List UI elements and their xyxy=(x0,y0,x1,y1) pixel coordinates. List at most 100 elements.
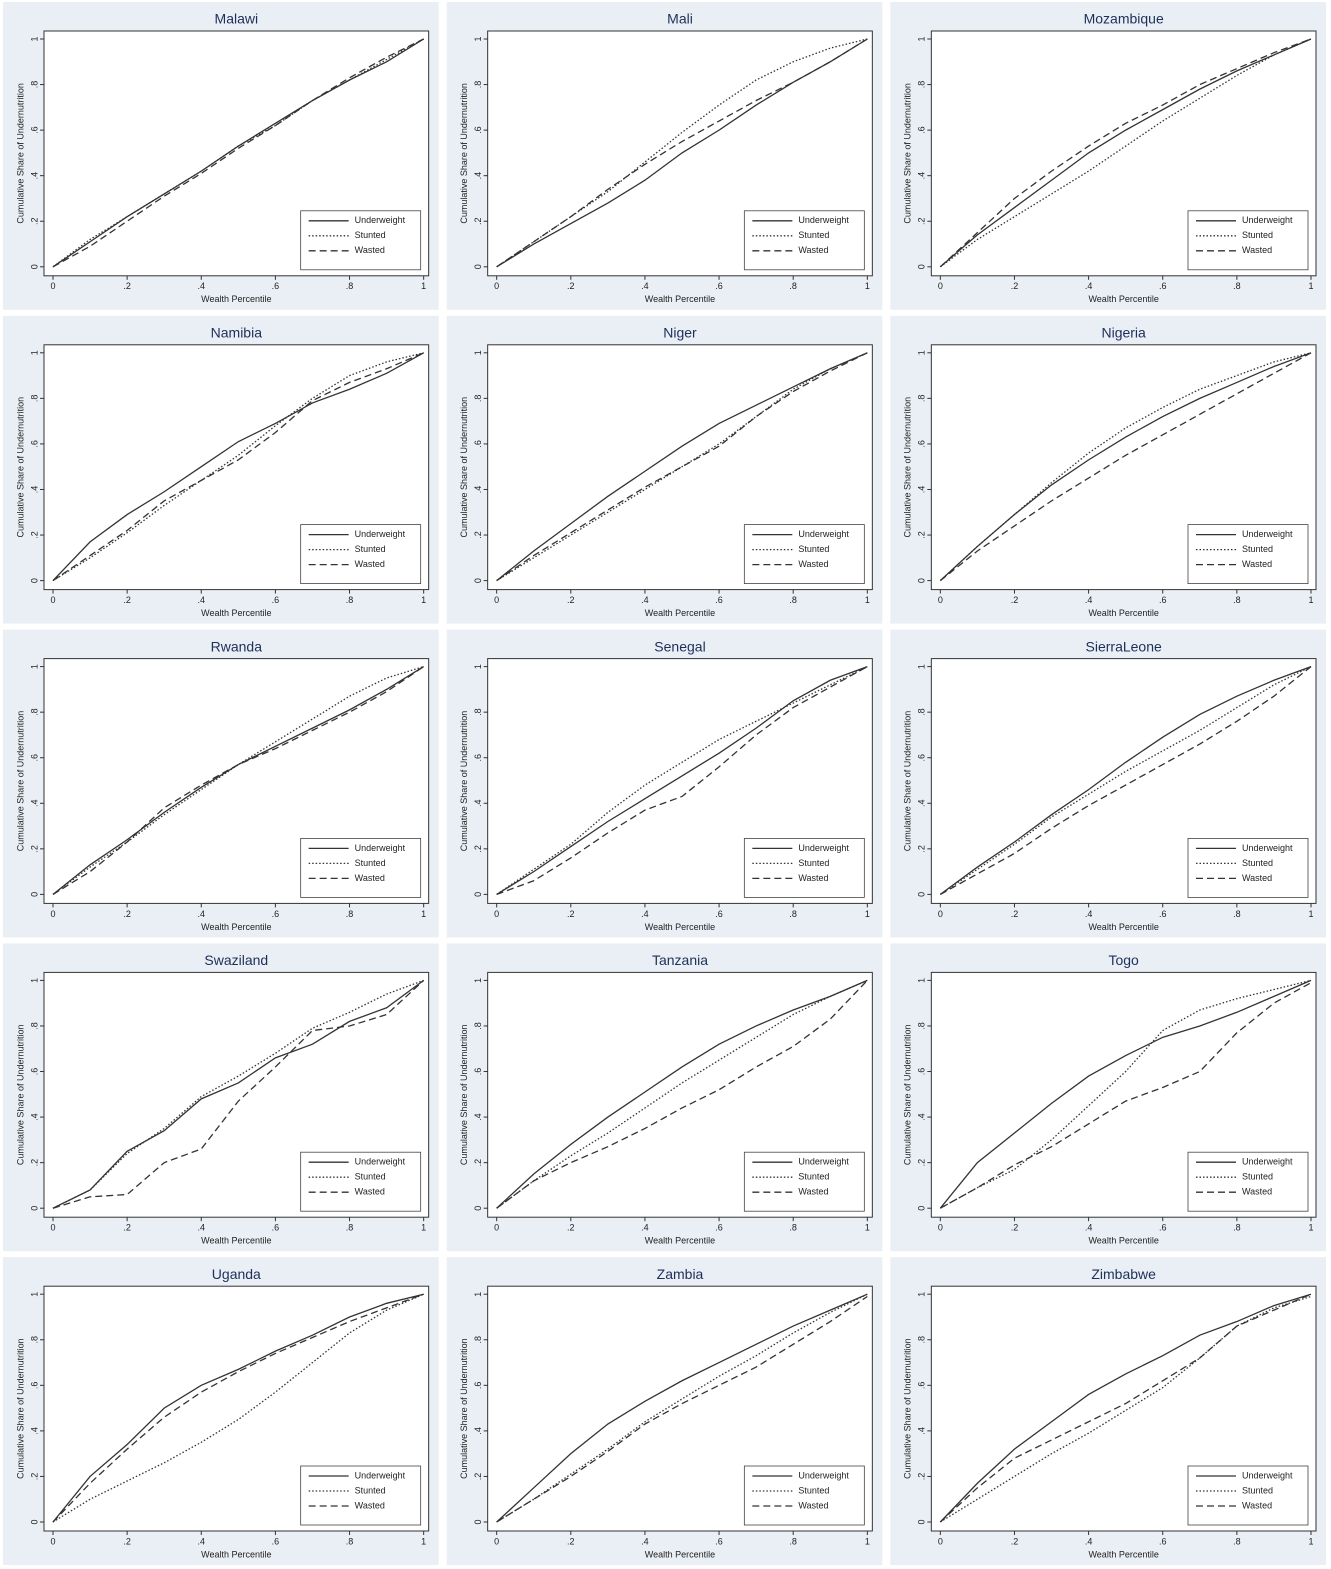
chart-title: Rwanda xyxy=(211,638,263,654)
y-axis-label: Cumulative Share of Undernutrition xyxy=(459,397,469,538)
x-tick-label: .6 xyxy=(1159,281,1167,291)
y-tick-label: .8 xyxy=(473,395,483,403)
y-tick-label: .4 xyxy=(473,172,483,180)
y-tick-label: .2 xyxy=(29,845,39,853)
panel: Uganda 0 .2 .4 .6 .8 1 0 .2 .4 .6 .8 1 Wealth Percent… xyxy=(3,1257,439,1565)
series-line xyxy=(940,982,1312,1209)
y-tick-label: .4 xyxy=(473,800,483,808)
y-tick-label: 0 xyxy=(29,1206,39,1211)
legend-label: Wasted xyxy=(355,559,385,569)
x-tick-label: .2 xyxy=(123,1223,131,1233)
legend-label: Stunted xyxy=(355,1485,386,1495)
x-tick-label: .2 xyxy=(1011,909,1019,919)
panel: Zambia 0 .2 .4 .6 .8 1 0 .2 .4 .6 .8 1 Wealth Percent… xyxy=(446,1257,883,1565)
x-tick-label: .8 xyxy=(789,281,797,291)
y-tick-label: .4 xyxy=(473,1427,483,1435)
panel: Malawi 0 .2 .4 .6 .8 1 0 .2 .4 .6 .8 1 Wealth Percent… xyxy=(3,2,439,310)
y-tick-label: 1 xyxy=(29,664,39,669)
x-tick-label: .2 xyxy=(567,1536,575,1546)
x-tick-label: 0 xyxy=(494,909,499,919)
legend-label: Underweight xyxy=(355,1470,406,1480)
y-axis-label: Cumulative Share of Undernutrition xyxy=(15,397,25,538)
legend-label: Underweight xyxy=(798,215,849,225)
x-tick-label: .6 xyxy=(272,909,280,919)
x-tick-label: 0 xyxy=(938,1536,943,1546)
y-tick-label: 1 xyxy=(473,36,483,41)
legend-label: Wasted xyxy=(355,873,385,883)
series-line xyxy=(52,666,425,895)
x-tick-label: .4 xyxy=(641,281,649,291)
series-line xyxy=(496,979,868,1209)
legend-label: Stunted xyxy=(1242,1172,1273,1182)
chart-title: Malawi xyxy=(215,11,259,27)
series-line xyxy=(52,979,425,1209)
legend-label: Underweight xyxy=(355,1157,406,1167)
series-line xyxy=(52,979,425,1209)
chart-title: Zimbabwe xyxy=(1091,1266,1156,1282)
chart-title: Niger xyxy=(663,325,697,341)
x-tick-label: .4 xyxy=(641,1223,649,1233)
x-tick-label: .2 xyxy=(1011,595,1019,605)
chart-title: Tanzania xyxy=(652,952,708,968)
x-tick-label: .6 xyxy=(272,1223,280,1233)
x-tick-label: 1 xyxy=(421,595,426,605)
legend-label: Underweight xyxy=(798,843,849,853)
y-tick-label: 0 xyxy=(917,578,927,583)
x-tick-label: .4 xyxy=(641,595,649,605)
x-tick-label: .2 xyxy=(567,281,575,291)
x-tick-label: .4 xyxy=(198,1536,206,1546)
x-tick-label: 1 xyxy=(1308,1536,1313,1546)
x-tick-label: 1 xyxy=(421,1223,426,1233)
series-line xyxy=(52,38,424,268)
x-tick-label: .6 xyxy=(1159,909,1167,919)
x-axis-label: Wealth Percentile xyxy=(645,1549,715,1559)
legend-label: Stunted xyxy=(798,230,829,240)
chart-title: Swaziland xyxy=(204,952,268,968)
panel: Namibia 0 .2 .4 .6 .8 1 0 .2 .4 .6 .8 1 Wealth Percen… xyxy=(3,315,439,624)
y-tick-label: .6 xyxy=(29,754,39,762)
y-axis-label: Cumulative Share of Undernutrition xyxy=(903,83,913,224)
legend-label: Stunted xyxy=(1242,544,1273,554)
y-tick-label: .6 xyxy=(917,126,927,134)
x-tick-label: .2 xyxy=(1011,281,1019,291)
legend-label: Wasted xyxy=(1242,559,1272,569)
x-tick-label: .2 xyxy=(567,595,575,605)
series-line xyxy=(939,38,1312,268)
y-axis-label: Cumulative Share of Undernutrition xyxy=(903,1025,913,1166)
panel: Zimbabwe 0 .2 .4 .6 .8 1 0 .2 .4 .6 .8 1 Wealth Perce… xyxy=(890,1257,1326,1565)
y-tick-label: 0 xyxy=(29,578,39,583)
x-tick-label: .8 xyxy=(346,1223,354,1233)
legend-label: Underweight xyxy=(1242,215,1293,225)
legend-label: Stunted xyxy=(798,1172,829,1182)
panel: Niger 0 .2 .4 .6 .8 1 0 .2 .4 .6 .8 1 Wealth Percenti… xyxy=(446,315,883,624)
y-tick-label: .2 xyxy=(29,531,39,539)
legend-box xyxy=(743,1465,865,1526)
y-axis-label: Cumulative Share of Undernutrition xyxy=(459,1338,469,1479)
y-tick-label: 1 xyxy=(473,664,483,669)
y-tick-label: .8 xyxy=(473,81,483,89)
series-line xyxy=(939,665,1312,895)
legend-label: Underweight xyxy=(798,529,849,539)
x-tick-label: .8 xyxy=(346,1536,354,1546)
legend-label: Wasted xyxy=(1242,1500,1272,1510)
legend-label: Wasted xyxy=(355,245,385,255)
y-tick-label: .2 xyxy=(473,845,483,853)
x-axis-label: Wealth Percentile xyxy=(1088,1549,1158,1559)
x-tick-label: 0 xyxy=(494,1223,499,1233)
x-tick-label: 0 xyxy=(50,1536,55,1546)
y-tick-label: .6 xyxy=(917,1382,927,1390)
x-tick-label: .2 xyxy=(1011,1223,1019,1233)
x-tick-label: .4 xyxy=(198,595,206,605)
x-tick-label: 0 xyxy=(50,281,55,291)
chart-title: Togo xyxy=(1108,952,1139,968)
legend-label: Wasted xyxy=(798,1500,828,1510)
y-axis-label: Cumulative Share of Undernutrition xyxy=(903,1338,913,1479)
legend-label: Underweight xyxy=(798,1157,849,1167)
legend-box xyxy=(300,210,422,271)
x-tick-label: 1 xyxy=(421,909,426,919)
legend-label: Stunted xyxy=(1242,858,1273,868)
y-tick-label: .8 xyxy=(917,708,927,716)
series-line xyxy=(52,979,424,1209)
legend-label: Wasted xyxy=(1242,873,1272,883)
y-tick-label: .4 xyxy=(473,486,483,494)
